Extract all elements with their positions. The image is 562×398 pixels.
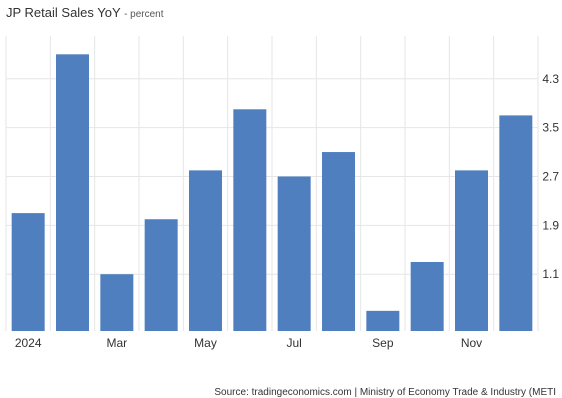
y-tick-label: 2.7 (542, 169, 559, 183)
y-tick-label: 1.9 (542, 218, 559, 232)
bar-feb-2024 (56, 54, 89, 331)
bar-may-2024 (189, 170, 222, 331)
bar-dec-2024 (499, 115, 533, 331)
y-tick-label: 4.3 (542, 72, 559, 86)
x-tick-label: Nov (461, 336, 482, 350)
x-tick-label: 2024 (15, 336, 42, 350)
bar-apr-2024 (144, 219, 178, 331)
grid-layer (5, 36, 539, 331)
source-note: Source: tradingeconomics.com | Ministry … (214, 387, 556, 398)
x-axis-labels: 2024 Mar May Jul Sep Nov (15, 336, 482, 350)
bar-jul-2024 (277, 176, 311, 331)
x-tick-label: Mar (106, 336, 127, 350)
bar-aug-2024 (322, 152, 355, 331)
bar-jan-2024 (11, 213, 45, 331)
bar-sep-2024 (366, 310, 400, 331)
y-axis-labels: 1.1 1.9 2.7 3.5 4.3 (542, 72, 559, 281)
bar-mar-2024 (100, 274, 134, 331)
bar-layer (11, 54, 533, 331)
x-tick-label: May (194, 336, 217, 350)
bar-jun-2024 (233, 109, 267, 331)
x-tick-label: Jul (286, 336, 301, 350)
x-tick-label: Sep (372, 336, 394, 350)
chart-title-text: JP Retail Sales YoY (6, 5, 121, 20)
bar-oct-2024 (410, 261, 444, 331)
y-tick-label: 1.1 (542, 267, 559, 281)
y-tick-label: 3.5 (542, 121, 559, 135)
chart-subtitle: - percent (124, 9, 164, 20)
chart-title: JP Retail Sales YoY - percent (6, 5, 164, 20)
bar-nov-2024 (455, 170, 488, 331)
